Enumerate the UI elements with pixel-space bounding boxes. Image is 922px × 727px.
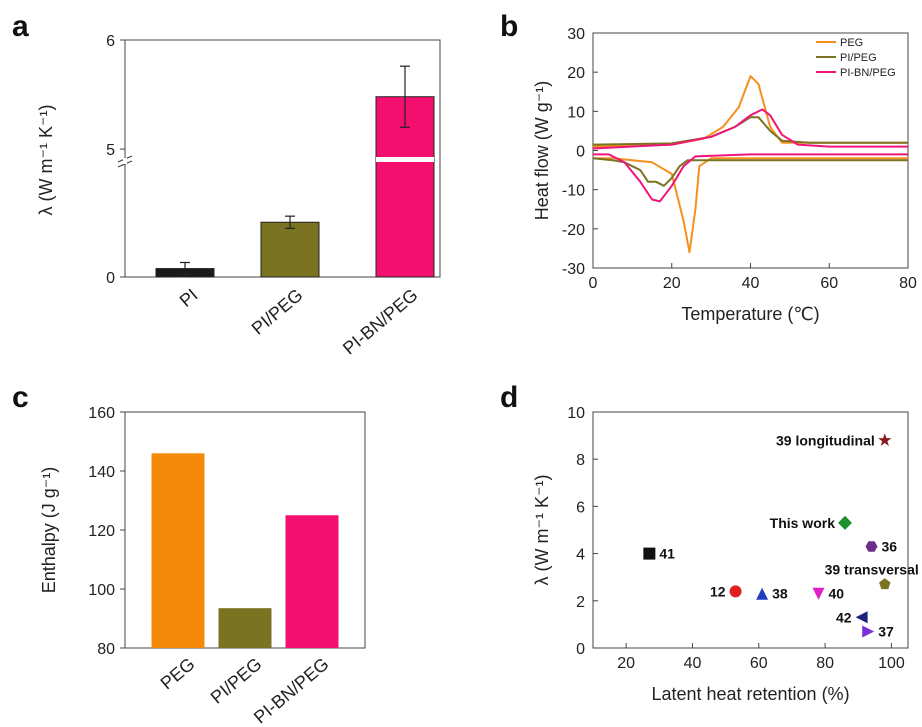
x-tick-label: 100	[878, 655, 905, 672]
marker-triangle-up	[756, 587, 769, 600]
x-tick-label: 80	[816, 655, 834, 672]
marker-hexagon	[865, 541, 878, 552]
y-axis-label: Enthalpy (J g⁻¹)	[39, 467, 59, 594]
x-category-label: PI-BN/PEG	[339, 285, 422, 359]
bar	[285, 515, 339, 648]
legend-label: PI-BN/PEG	[840, 67, 896, 79]
y-tick-label: 0	[576, 641, 585, 658]
bar	[260, 221, 320, 278]
series-line-heating	[592, 116, 908, 146]
panel-label-b: b	[500, 10, 518, 43]
marker-triangle-right	[862, 625, 875, 638]
point-label: 37	[878, 623, 894, 639]
point-label: 41	[659, 546, 675, 562]
bar	[151, 453, 205, 648]
x-tick-label: 20	[617, 655, 635, 672]
marker-triangle-down	[812, 587, 825, 600]
bar-break-gap	[376, 157, 434, 162]
panel-label-a: a	[12, 10, 29, 43]
x-axis-label: Latent heat retention (%)	[651, 684, 849, 704]
y-tick-label: 140	[88, 464, 115, 481]
x-tick-label: 0	[589, 275, 598, 292]
y-tick-label: -10	[562, 183, 585, 200]
y-axis-label: λ (W m⁻¹ K⁻¹)	[36, 105, 56, 216]
panel-b-line-chart: 0 20 40 60 80 -30 -20 -10 0 10 20 30 Temperature (℃)…	[532, 26, 917, 324]
panel-label-c: c	[12, 381, 29, 414]
marker-triangle-left	[855, 611, 868, 624]
x-category-label: PI/PEG	[248, 285, 307, 339]
y-tick-label: 30	[567, 26, 585, 43]
point-label: 42	[836, 609, 852, 625]
y-tick-label: 80	[97, 641, 115, 658]
point-label: 12	[710, 583, 726, 599]
x-axis-label: Temperature (℃)	[681, 304, 819, 324]
legend-label: PEG	[840, 37, 863, 49]
axis-break-gap	[123, 158, 127, 164]
x-tick-label: 60	[750, 655, 768, 672]
x-tick-label: 40	[742, 275, 760, 292]
y-axis-label: Heat flow (W g⁻¹)	[532, 81, 552, 221]
point-label: 36	[882, 539, 898, 555]
panel-c-bar-chart: 80 100 120 140 160 Enthalpy (J g⁻¹) PEG PI/PEGP…	[39, 405, 366, 727]
point-label: This work	[770, 515, 836, 531]
bar	[218, 608, 272, 648]
y-tick-label: 8	[576, 452, 585, 469]
plot-frame	[592, 411, 909, 649]
y-tick-label: 160	[88, 405, 115, 422]
y-tick-label: 120	[88, 523, 115, 540]
y-tick-label: 4	[576, 547, 585, 564]
marker-diamond	[838, 515, 852, 530]
marker-pentagon	[879, 578, 891, 590]
y-tick-label: 6	[106, 33, 115, 50]
marker-star	[878, 433, 892, 446]
legend-label: PI/PEG	[840, 52, 877, 64]
y-tick-label: 100	[88, 582, 115, 599]
panel-d-scatter-chart: 20 40 60 80 100 0 2 4 6 8 10 Latent heat retention …	[532, 405, 919, 704]
marker-square	[643, 547, 656, 560]
x-tick-label: 80	[899, 275, 917, 292]
series-line-heating	[592, 108, 908, 150]
series-line-cooling	[593, 153, 908, 203]
y-tick-label: 2	[576, 594, 585, 611]
y-tick-label: 0	[576, 144, 585, 161]
point-label: 38	[772, 586, 788, 602]
y-tick-label: 10	[567, 405, 585, 422]
series-line-cooling	[593, 157, 908, 254]
x-tick-label: 20	[663, 275, 681, 292]
y-tick-label: 5	[106, 142, 115, 159]
y-tick-label: 10	[567, 104, 585, 121]
point-label: 39 transversal	[825, 561, 919, 577]
y-tick-label: -20	[562, 222, 585, 239]
y-tick-label: 6	[576, 499, 585, 516]
point-label: 39 longitudinal	[776, 432, 875, 448]
x-category-label: PEG	[157, 654, 199, 694]
x-category-label: PI	[176, 285, 202, 311]
point-label: 40	[828, 586, 844, 602]
y-axis-label: λ (W m⁻¹ K⁻¹)	[532, 475, 552, 586]
y-tick-label: 20	[567, 65, 585, 82]
y-tick-label: 0	[106, 270, 115, 287]
series-line-heating	[592, 75, 908, 148]
x-category-label: PI-BN/PEG	[250, 654, 333, 727]
x-tick-label: 40	[684, 655, 702, 672]
y-tick-label: -30	[562, 261, 585, 278]
panel-label-d: d	[500, 381, 518, 414]
marker-circle	[729, 585, 742, 598]
x-category-label: PI/PEG	[207, 654, 266, 708]
x-tick-label: 60	[820, 275, 838, 292]
panel-a-bar-chart: 0 5 6 λ (W m⁻¹ K⁻¹) PI PI/PEG PI-BN/PEG	[36, 33, 441, 359]
